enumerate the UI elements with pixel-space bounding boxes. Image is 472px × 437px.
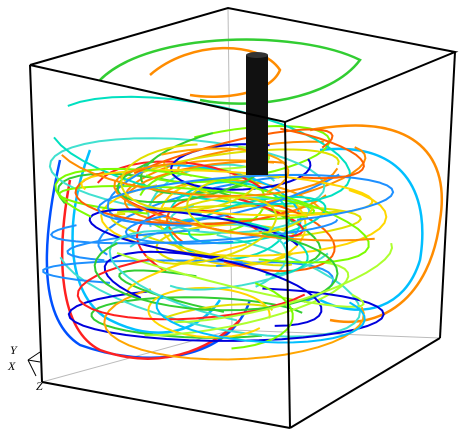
cylinder-top [246,52,268,58]
axis-label: Z [36,379,43,393]
flow-visualization: Y X Z [0,0,472,437]
axis-label: X [7,359,16,373]
